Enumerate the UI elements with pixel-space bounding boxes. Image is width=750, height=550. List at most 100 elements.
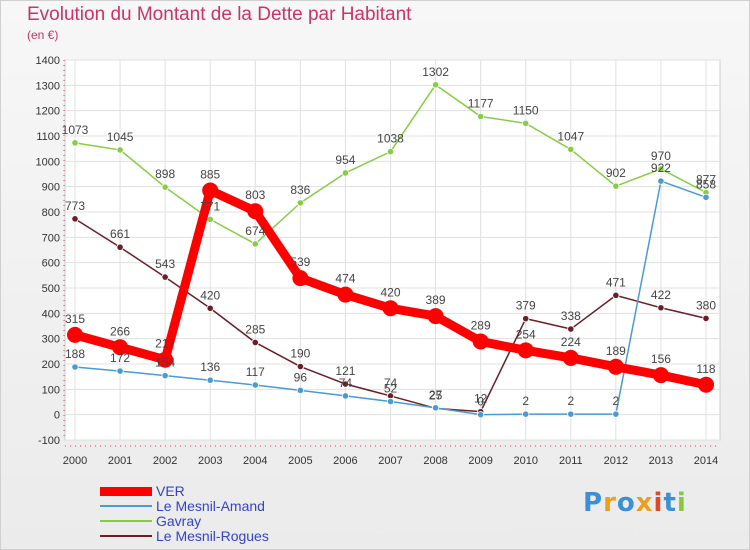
x-tick-label: 2002 (153, 455, 177, 467)
data-point (652, 367, 669, 384)
data-point (562, 349, 579, 366)
data-label: 803 (245, 188, 265, 202)
data-label: 954 (335, 153, 355, 167)
x-tick-label: 2000 (63, 455, 87, 467)
legend-swatch (100, 505, 152, 507)
data-label: 315 (65, 312, 85, 326)
data-label: 25 (429, 388, 443, 402)
data-point (337, 286, 354, 303)
x-tick-label: 2008 (423, 455, 447, 467)
data-label: 474 (335, 272, 355, 286)
data-point (702, 314, 710, 322)
data-point (161, 183, 169, 191)
data-label: 0 (477, 395, 484, 409)
data-point (341, 169, 350, 177)
y-tick-label: 100 (42, 384, 60, 396)
y-tick-label: 1100 (36, 131, 60, 143)
data-label: 52 (384, 381, 398, 395)
x-tick-label: 2013 (649, 455, 673, 467)
data-label: 224 (561, 335, 581, 349)
data-label: 898 (155, 167, 175, 181)
data-label: 136 (200, 360, 220, 374)
data-point (251, 338, 259, 347)
data-label: 338 (561, 309, 581, 323)
x-tick-label: 2006 (333, 455, 357, 467)
data-label: 154 (155, 356, 175, 370)
data-label: 1177 (468, 96, 494, 110)
data-point (206, 304, 214, 312)
data-label: 285 (245, 322, 265, 336)
x-tick-label: 2011 (559, 455, 583, 467)
data-label: 118 (696, 362, 715, 376)
data-label: 420 (380, 285, 400, 299)
data-label: 156 (651, 352, 671, 366)
data-point (71, 363, 79, 371)
data-point (157, 351, 174, 368)
x-tick-label: 2001 (108, 455, 132, 467)
chart-title: Evolution du Montant de la Dette par Hab… (27, 4, 412, 25)
chart-subtitle: (en €) (27, 28, 59, 42)
x-tick-label: 2007 (378, 455, 402, 467)
data-label: 379 (516, 299, 536, 313)
data-label: 188 (65, 347, 85, 361)
legend-label: Gavray (156, 513, 202, 529)
data-point (431, 404, 440, 412)
data-point (251, 381, 259, 389)
data-point (702, 193, 710, 201)
data-point (612, 291, 620, 299)
y-tick-label: 1000 (36, 156, 60, 168)
data-label: 885 (200, 167, 220, 181)
data-label: 117 (246, 365, 265, 379)
data-label: 1302 (422, 65, 449, 79)
data-point (522, 410, 530, 418)
data-label: 771 (200, 199, 220, 213)
data-label: 922 (651, 161, 671, 175)
data-point (567, 410, 575, 418)
y-tick-label: 700 (42, 232, 60, 244)
data-point (116, 243, 124, 251)
legend-label: VER (156, 483, 185, 499)
x-tick-label: 2012 (604, 455, 628, 467)
data-point (567, 145, 575, 154)
data-point (161, 372, 169, 380)
y-tick-label: 500 (42, 283, 60, 295)
x-tick-label: 2004 (243, 455, 267, 467)
y-tick-label: 300 (42, 334, 60, 346)
data-label: 2 (613, 394, 620, 408)
logo-letter: t (663, 488, 677, 518)
data-label: 420 (200, 288, 220, 302)
data-label: 877 (696, 172, 716, 186)
data-point (206, 376, 214, 384)
data-point (296, 362, 304, 371)
data-point (477, 411, 485, 419)
y-tick-label: 1300 (36, 80, 60, 92)
data-point (567, 325, 575, 333)
data-label: 543 (155, 257, 175, 271)
data-point (202, 182, 219, 199)
data-point (341, 392, 350, 400)
data-label: 2 (522, 394, 529, 408)
data-label: 674 (245, 224, 265, 238)
data-point (386, 148, 395, 156)
y-tick-label: 600 (42, 258, 60, 270)
y-tick-label: 1200 (36, 106, 60, 118)
data-point (161, 273, 169, 281)
data-point (71, 139, 79, 147)
data-label: 539 (290, 255, 310, 269)
data-point (116, 367, 124, 375)
data-label: 96 (294, 370, 308, 384)
data-point (67, 326, 83, 343)
logo-letter: o (616, 488, 636, 518)
data-label: 74 (339, 376, 353, 390)
data-label: 190 (290, 347, 310, 361)
data-label: 836 (290, 183, 310, 197)
data-label: 389 (426, 293, 446, 307)
logo-letter: i (676, 488, 687, 518)
y-tick-label: 1400 (36, 55, 60, 67)
logo-letter: i (653, 488, 664, 518)
data-point (247, 203, 264, 220)
data-point (657, 177, 665, 185)
y-tick-label: 900 (42, 182, 60, 194)
data-point (612, 182, 620, 190)
